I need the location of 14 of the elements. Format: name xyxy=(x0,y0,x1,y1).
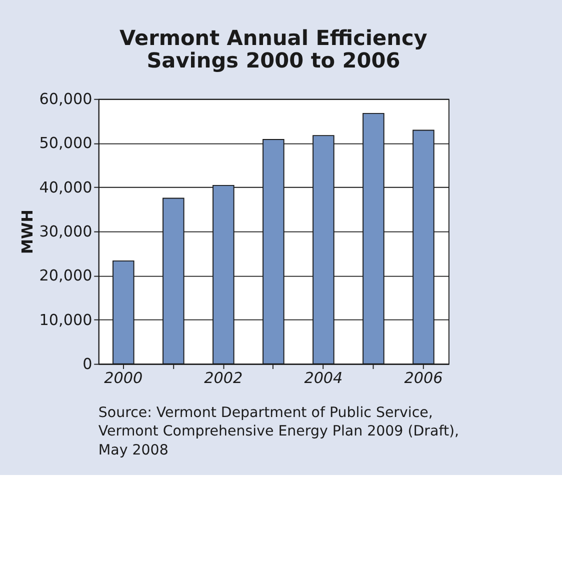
y-axis-title: MWH xyxy=(18,210,37,254)
y-tick-label: 20,000 xyxy=(39,266,92,285)
x-tick-label: 2004 xyxy=(304,369,343,388)
x-tick-label: 2006 xyxy=(404,369,443,388)
y-tick-label: 0 xyxy=(82,355,92,374)
y-tick-label: 60,000 xyxy=(39,90,92,108)
y-tick-label: 50,000 xyxy=(39,134,92,152)
x-tick-label: 2000 xyxy=(104,369,143,388)
x-tick-label: 2002 xyxy=(204,369,243,388)
chart-title: Vermont Annual Efficiency Savings 2000 to 2006 xyxy=(120,26,428,73)
y-tick-label: 30,000 xyxy=(39,222,92,241)
y-tick-label: 40,000 xyxy=(39,178,92,196)
y-tick-label: 10,000 xyxy=(39,310,92,329)
source-note: Source: Vermont Department of Public Service, Vermont Comprehensive Energy Plan 2009 (Draft), May 2008 xyxy=(98,404,460,459)
